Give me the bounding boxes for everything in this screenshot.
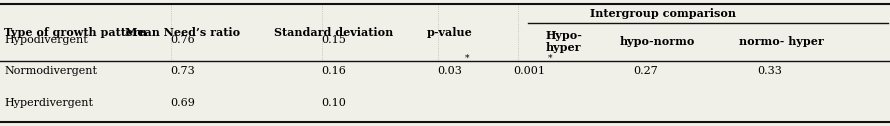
Text: Mean Need’s ratio: Mean Need’s ratio	[125, 27, 240, 38]
Text: 0.73: 0.73	[170, 66, 195, 76]
Text: Hypodivergent: Hypodivergent	[4, 35, 88, 45]
Text: Normodivergent: Normodivergent	[4, 66, 97, 76]
Text: Hyperdivergent: Hyperdivergent	[4, 98, 93, 108]
Text: 0.15: 0.15	[321, 35, 346, 45]
Text: *: *	[465, 53, 470, 62]
Text: 0.16: 0.16	[321, 66, 346, 76]
Text: Hypo-
hyper: Hypo- hyper	[546, 30, 582, 53]
Text: normo- hyper: normo- hyper	[739, 36, 824, 47]
Text: Intergroup comparison: Intergroup comparison	[590, 8, 736, 19]
Text: *: *	[548, 53, 553, 62]
Text: hypo-normo: hypo-normo	[619, 36, 694, 47]
Text: 0.33: 0.33	[757, 66, 782, 76]
Text: Type of growth pattern: Type of growth pattern	[4, 27, 148, 38]
Text: 0.001: 0.001	[514, 66, 546, 76]
Text: 0.27: 0.27	[633, 66, 658, 76]
Text: 0.10: 0.10	[321, 98, 346, 108]
Text: p-value: p-value	[426, 27, 473, 38]
Text: 0.03: 0.03	[437, 66, 462, 76]
Text: Standard deviation: Standard deviation	[274, 27, 393, 38]
Text: 0.69: 0.69	[170, 98, 195, 108]
Text: 0.76: 0.76	[170, 35, 195, 45]
